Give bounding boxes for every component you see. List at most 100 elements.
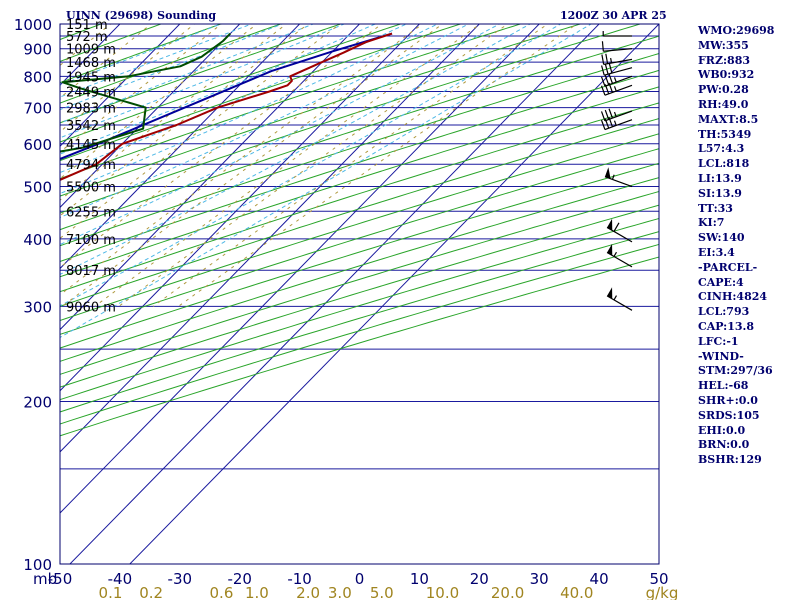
moist-adiabat-line [60, 24, 562, 307]
dry-adiabat-line [60, 204, 659, 388]
mixing-ratio-line [61, 24, 444, 307]
wind-barb [601, 41, 633, 52]
temperature-tick-label: 40 [590, 570, 609, 588]
height-label: 9060 m [66, 300, 116, 315]
dry-adiabat-line [60, 24, 403, 143]
mixing-ratio-line [178, 24, 578, 307]
height-label: 1945 m [66, 70, 116, 85]
dry-adiabat-line [60, 53, 659, 247]
height-label: 1468 m [66, 56, 116, 71]
index-item: LCL:793 [698, 305, 750, 319]
sounding-time: 1200Z 30 APR 25 [560, 9, 667, 22]
index-item: TH:5349 [698, 127, 752, 141]
index-item: MAXT:8.5 [698, 112, 759, 126]
moist-adiabat-line [60, 24, 592, 338]
index-item: SI:13.9 [698, 186, 742, 200]
mixing-ratio-label: 2.0 [296, 584, 320, 600]
mixing-ratio-line [60, 24, 309, 217]
wind-barb [600, 73, 633, 87]
dry-adiabat-line [60, 162, 659, 349]
dry-adiabat-line [60, 118, 659, 307]
pressure-tick-label: 400 [23, 231, 52, 249]
pressure-tick-label: 600 [23, 136, 52, 154]
temperature-tick-label: -20 [227, 570, 252, 588]
wind-barb [600, 82, 633, 96]
index-item: WMO:29698 [698, 24, 775, 37]
mixing-ratio-label: 40.0 [560, 584, 593, 600]
mixing-ratio-label: 3.0 [328, 584, 352, 600]
wind-barb [606, 218, 633, 243]
index-item: SHR+:0.0 [698, 393, 758, 407]
index-item: BSHR:129 [698, 453, 762, 467]
dry-adiabat-line [60, 177, 659, 362]
height-label: 5500 m [66, 181, 116, 196]
height-label: 3542 m [66, 119, 116, 134]
pressure-tick-label: 1000 [14, 16, 52, 34]
index-item: CAPE:4 [698, 275, 744, 289]
dry-adiabat-line [60, 24, 463, 162]
moist-adiabat-line [60, 24, 346, 139]
index-item: FRZ:883 [698, 53, 751, 67]
pressure-unit-label: mb [33, 570, 57, 588]
pressure-tick-label: 300 [23, 298, 52, 316]
index-item: MW:355 [698, 38, 749, 52]
index-item: STM:297/36 [698, 364, 773, 378]
height-label: 4794 m [66, 158, 116, 173]
dry-adiabat-line [60, 148, 659, 335]
dry-adiabat-line [60, 86, 659, 278]
index-item: L57:4.3 [698, 142, 745, 156]
dry-adiabat-line [60, 190, 659, 375]
sounding-profiles [60, 32, 393, 181]
height-label: 8017 m [66, 264, 116, 279]
index-item: RH:49.0 [698, 97, 749, 111]
dry-adiabat-line [60, 24, 223, 84]
dry-adiabat-line [60, 24, 283, 104]
mixing-ratio-label: 0.2 [139, 584, 163, 600]
wind-barb [600, 108, 633, 122]
index-item: SRDS:105 [698, 408, 760, 422]
index-item: KI:7 [698, 216, 725, 230]
pressure-tick-label: 800 [23, 68, 52, 86]
isotherm-line [0, 13, 11, 589]
index-item: BRN:0.0 [698, 438, 750, 452]
dewpoint-profile-line [60, 32, 232, 153]
chart-frame [59, 23, 660, 565]
index-item: WB0:932 [698, 68, 755, 82]
mixing-ratio-line [118, 24, 509, 307]
temperature-tick-label: 50 [649, 570, 668, 588]
dry-adiabat-line [60, 24, 163, 62]
index-item: CINH:4824 [698, 290, 768, 304]
wind-barb [606, 287, 633, 311]
dry-adiabat-line [60, 231, 659, 413]
pressure-tick-label: 900 [23, 41, 52, 59]
chart-background-lines [0, 13, 659, 589]
wind-barb [601, 53, 633, 65]
height-label: 7100 m [66, 233, 116, 248]
height-label: 6255 m [66, 205, 116, 220]
dry-adiabat-line [60, 24, 582, 197]
wind-barb [604, 167, 633, 188]
isotherm-line [69, 24, 600, 564]
mixing-ratio-label: 0.6 [210, 584, 234, 600]
index-item: TT:33 [698, 201, 733, 215]
dry-adiabat-line [60, 24, 642, 214]
mixing-ratio-label: 0.1 [99, 584, 123, 600]
mixing-ratio-line [60, 24, 258, 180]
pressure-tick-label: 700 [23, 100, 52, 118]
dry-adiabat-line [60, 133, 659, 322]
height-label: 2983 m [66, 102, 116, 117]
mixing-ratio-label: 1.0 [245, 584, 269, 600]
dry-adiabat-line [60, 24, 343, 124]
mixing-ratio-unit-label: g/kg [646, 584, 679, 600]
index-item: PW:0.28 [698, 83, 749, 97]
moist-adiabat-line [60, 24, 284, 111]
temperature-tick-label: -10 [287, 570, 312, 588]
index-item: EI:3.4 [698, 245, 735, 259]
wind-barb [606, 243, 633, 268]
pressure-tick-label: 100 [23, 556, 52, 574]
height-label: 1009 m [66, 43, 116, 58]
index-item: -WIND- [698, 349, 744, 363]
temperature-tick-label: 0 [355, 570, 365, 588]
